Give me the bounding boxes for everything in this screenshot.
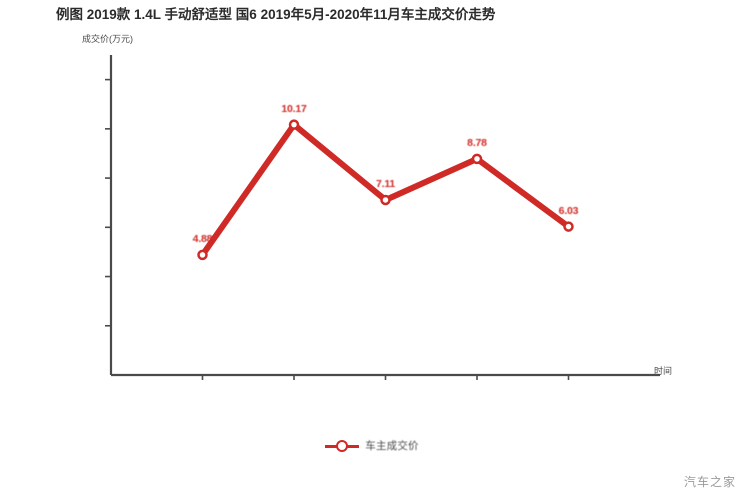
- data-point-label: 10.17: [281, 102, 307, 115]
- data-point-label: 7.11: [375, 177, 396, 190]
- legend-label: 车主成交价: [365, 440, 419, 452]
- y-axis-unit-label: 成交价(万元): [82, 34, 133, 44]
- y-axis-ticks: [105, 78, 111, 327]
- legend-marker-icon: [325, 439, 360, 452]
- chart-title: 例图 2019款 1.4L 手动舒适型 国6 2019年5月-2020年11月车…: [56, 7, 496, 22]
- chart-legend: 车主成交价: [0, 438, 744, 453]
- data-point-marker[interactable]: [288, 119, 300, 130]
- data-point-label: 4.88: [192, 232, 213, 245]
- x-axis-unit-label: 时间: [654, 366, 673, 376]
- x-axis-ticks: [201, 375, 570, 380]
- series-markers: [197, 119, 574, 261]
- data-point-marker[interactable]: [563, 221, 574, 232]
- data-point-marker[interactable]: [197, 249, 208, 261]
- data-point-marker[interactable]: [380, 194, 391, 206]
- data-point-label: 6.03: [558, 204, 579, 217]
- data-point-label: 8.78: [467, 136, 487, 149]
- watermark-autohome: 汽车之家: [683, 475, 736, 489]
- data-point-marker[interactable]: [471, 153, 483, 165]
